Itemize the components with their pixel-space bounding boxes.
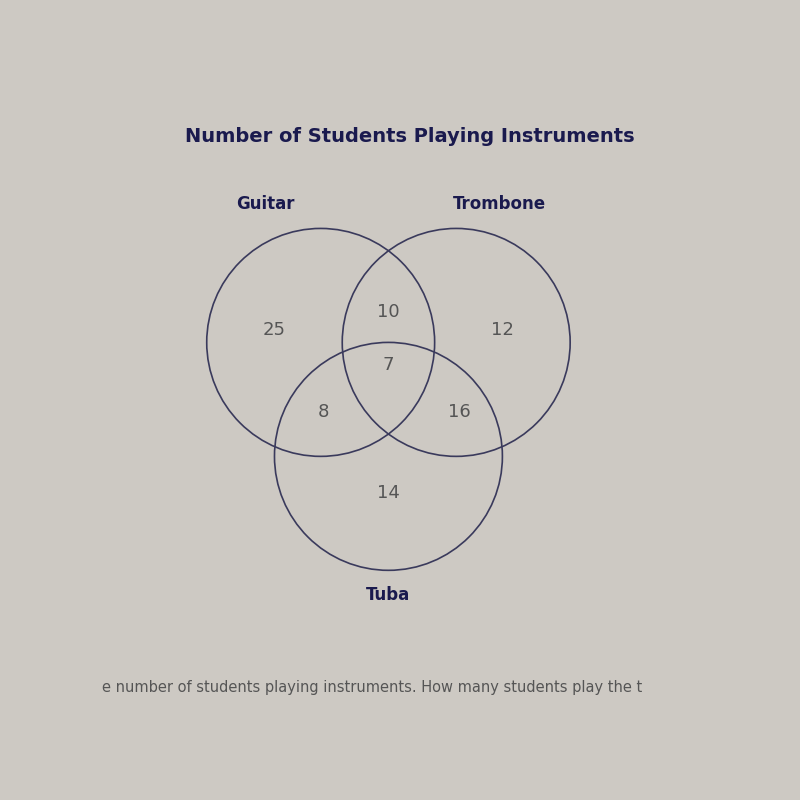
- Text: 10: 10: [377, 302, 400, 321]
- Text: e number of students playing instruments. How many students play the t: e number of students playing instruments…: [102, 680, 642, 695]
- Text: 8: 8: [318, 402, 330, 421]
- Text: Tuba: Tuba: [366, 586, 410, 604]
- Text: Number of Students Playing Instruments: Number of Students Playing Instruments: [185, 126, 635, 146]
- Text: 7: 7: [382, 356, 394, 374]
- Text: 16: 16: [448, 402, 470, 421]
- Text: 25: 25: [263, 321, 286, 339]
- Text: 14: 14: [377, 484, 400, 502]
- Text: 12: 12: [491, 321, 514, 339]
- Text: Guitar: Guitar: [236, 195, 294, 213]
- Text: Trombone: Trombone: [453, 195, 546, 213]
